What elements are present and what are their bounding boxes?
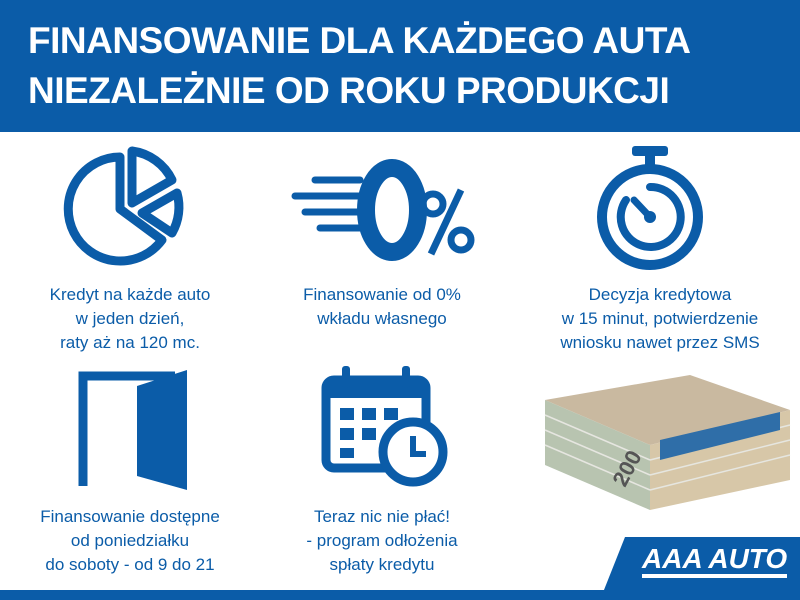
aaa-auto-logo: AAA AUTO: [600, 537, 800, 600]
feature-caption-decision: Decyzja kredytowa w 15 minut, potwierdze…: [525, 283, 795, 355]
feature-caption-deferral: Teraz nic nie płać! - program odłożenia …: [252, 505, 512, 577]
caption-line: Finansowanie od 0%: [303, 285, 461, 304]
caption-line: Teraz nic nie płać!: [313, 507, 451, 526]
stopwatch-icon: [597, 146, 703, 270]
zero-percent-icon: [291, 159, 475, 261]
banknotes-icon: 200: [544, 375, 791, 510]
caption-line: Finansowanie dostępne: [40, 507, 220, 526]
open-door-icon: [78, 370, 187, 490]
caption-line: wniosku nawet przez SMS: [560, 333, 760, 352]
caption-line: do soboty - od 9 do 21: [45, 555, 215, 574]
headline-line-1: FINANSOWANIE DLA KAŻDEGO AUTA: [28, 20, 691, 61]
caption-line: - program odłożenia: [306, 531, 458, 550]
feature-caption-credit: Kredyt na każde auto w jeden dzień, raty…: [0, 283, 260, 355]
caption-line: Kredyt na każde auto: [49, 285, 211, 304]
caption-line: w 15 minut, potwierdzenie: [561, 309, 759, 328]
caption-line: od poniedziałku: [70, 531, 190, 550]
pie-chart-icon: [63, 146, 184, 266]
bottom-bar: [0, 590, 800, 600]
calendar-clock-icon: [321, 366, 448, 487]
caption-line: Decyzja kredytowa: [588, 285, 732, 304]
feature-caption-hours: Finansowanie dostępne od poniedziałku do…: [0, 505, 260, 577]
caption-line: spłaty kredytu: [329, 555, 435, 574]
header-banner: FINANSOWANIE DLA KAŻDEGO AUTA NIEZALEŻNI…: [0, 0, 800, 132]
caption-line: w jeden dzień,: [75, 309, 185, 328]
caption-line: wkładu własnego: [317, 309, 447, 328]
caption-line: raty aż na 120 mc.: [60, 333, 200, 352]
feature-caption-zero-down: Finansowanie od 0% wkładu własnego: [252, 283, 512, 331]
headline-line-2: NIEZALEŻNIE OD ROKU PRODUKCJI: [28, 70, 670, 111]
logo-text: AAA AUTO: [642, 544, 788, 578]
